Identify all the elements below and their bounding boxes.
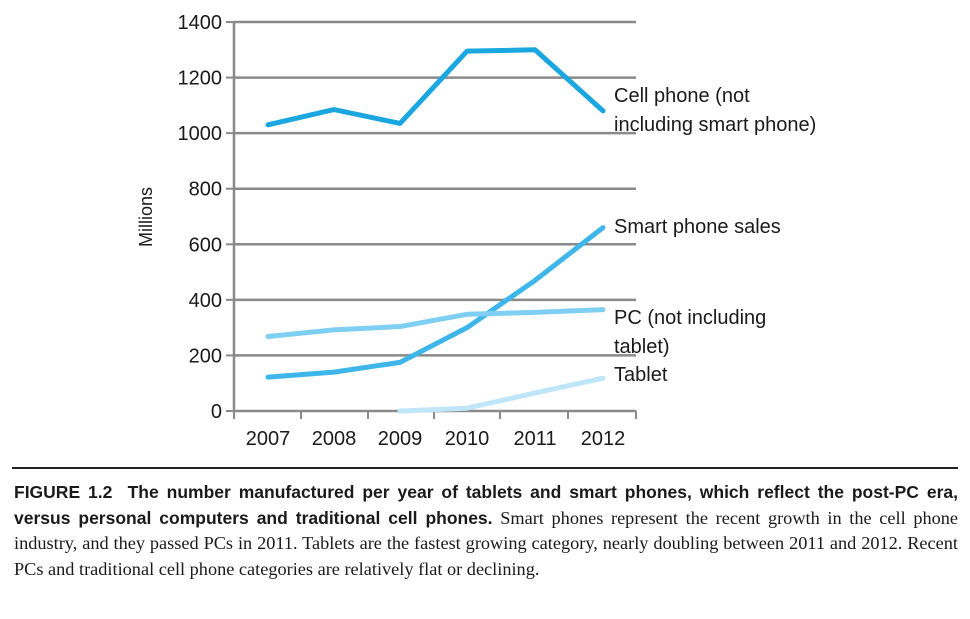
series-label: Smart phone sales xyxy=(614,216,781,238)
series-label: PC (not including xyxy=(614,307,766,329)
x-tick-label: 2010 xyxy=(445,428,490,450)
y-tick-label: 1200 xyxy=(178,68,223,90)
series-label: Tablet xyxy=(614,364,668,386)
y-tick-label: 1000 xyxy=(178,123,223,145)
y-tick-label: 600 xyxy=(189,234,222,256)
axes xyxy=(226,21,637,419)
series-line xyxy=(265,225,606,380)
series-line xyxy=(265,307,606,340)
series-line xyxy=(397,375,606,414)
tick-labels: 0 200 400 600 800 1000 1200 1400 2007 2008 2009 201… xyxy=(178,12,626,450)
gridlines xyxy=(234,20,636,357)
caption-body-text: Smart phones represent the recent growth… xyxy=(14,507,958,579)
y-tick-label: 1400 xyxy=(178,12,223,34)
series-labels: Cell phone (not including smart phone) Sma… xyxy=(614,85,816,386)
x-tick-label: 2007 xyxy=(246,428,291,450)
x-tick-label: 2011 xyxy=(513,428,556,450)
x-tick-label: 2012 xyxy=(581,428,626,450)
caption-bold-text: The number manufactured per year of tabl… xyxy=(14,482,959,528)
series-label: tablet) xyxy=(614,336,670,358)
line-chart: Cell phone (not including smart phone) Sma… xyxy=(136,12,816,450)
y-tick-label: 200 xyxy=(189,345,222,367)
figure-caption: FIGURE 1.2 The number manufactured per y… xyxy=(14,480,958,582)
series-label: Cell phone (not xyxy=(614,85,750,107)
series-line xyxy=(265,47,606,128)
x-tick-label: 2009 xyxy=(378,428,423,450)
series-label: including smart phone) xyxy=(614,114,816,136)
y-tick-label: 0 xyxy=(211,401,222,423)
caption-rule xyxy=(12,467,958,469)
y-tick-label: 400 xyxy=(189,290,222,312)
y-axis-title: Millions xyxy=(136,187,156,247)
figure-label: FIGURE 1.2 xyxy=(14,482,113,502)
x-tick-label: 2008 xyxy=(312,428,357,450)
y-tick-label: 800 xyxy=(189,179,222,201)
series-lines xyxy=(265,47,606,414)
